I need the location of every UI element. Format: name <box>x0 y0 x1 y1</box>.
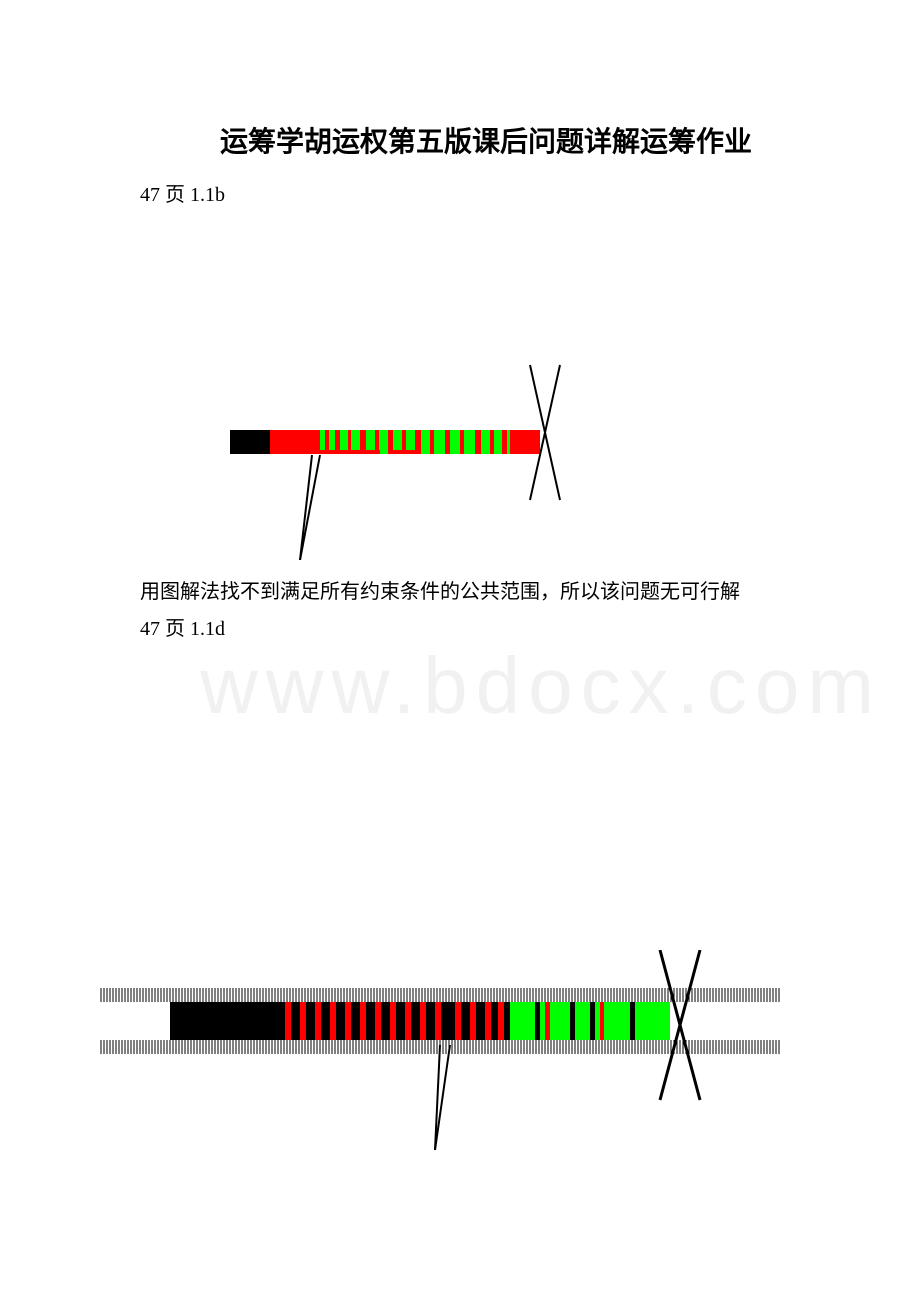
stripe <box>600 1002 604 1040</box>
stripe <box>405 1002 411 1040</box>
bar-seg-red-end <box>510 430 540 454</box>
green-seg-end <box>635 1002 670 1040</box>
diagram-2 <box>100 950 780 1180</box>
red-underline <box>390 450 420 454</box>
stripe <box>375 1002 381 1040</box>
paragraph-1: 用图解法找不到满足所有约束条件的公共范围，所以该问题无可行解 <box>140 575 740 604</box>
stripe <box>545 1002 550 1040</box>
diagram-1 <box>230 330 570 560</box>
bar-seg-black <box>230 430 270 454</box>
bar-seg-red <box>270 430 320 454</box>
diagram-2-svg <box>100 950 780 1180</box>
diagram-1-svg <box>230 330 570 560</box>
stripe <box>435 1002 441 1040</box>
green-seg <box>510 1002 535 1040</box>
stripe <box>315 1002 321 1040</box>
stripe <box>502 430 507 454</box>
watermark: www.bdocx.com <box>200 640 882 732</box>
stripe <box>285 1002 291 1040</box>
stripe <box>490 430 494 454</box>
stripe <box>420 1002 426 1040</box>
stripe <box>498 1002 504 1040</box>
green-seg <box>540 1002 570 1040</box>
stripe <box>360 1002 366 1040</box>
stripe <box>470 1002 476 1040</box>
stripe <box>445 430 450 454</box>
stripe <box>460 430 464 454</box>
section-2-label: 47 页 1.1d <box>140 612 225 641</box>
stripe <box>485 1002 491 1040</box>
stripe <box>345 1002 351 1040</box>
page-title: 运筹学胡运权第五版课后问题详解运筹作业 <box>220 120 752 160</box>
stripe <box>330 1002 336 1040</box>
green-seg <box>575 1002 590 1040</box>
stripe <box>475 430 481 454</box>
stripe <box>455 1002 461 1040</box>
bar2-black <box>170 1002 280 1040</box>
stripe <box>390 1002 396 1040</box>
red-underline <box>320 450 380 454</box>
section-1-label: 47 页 1.1b <box>140 178 225 207</box>
hatch-top-fill <box>100 988 780 1002</box>
stripe <box>300 1002 306 1040</box>
stripe <box>430 430 434 454</box>
